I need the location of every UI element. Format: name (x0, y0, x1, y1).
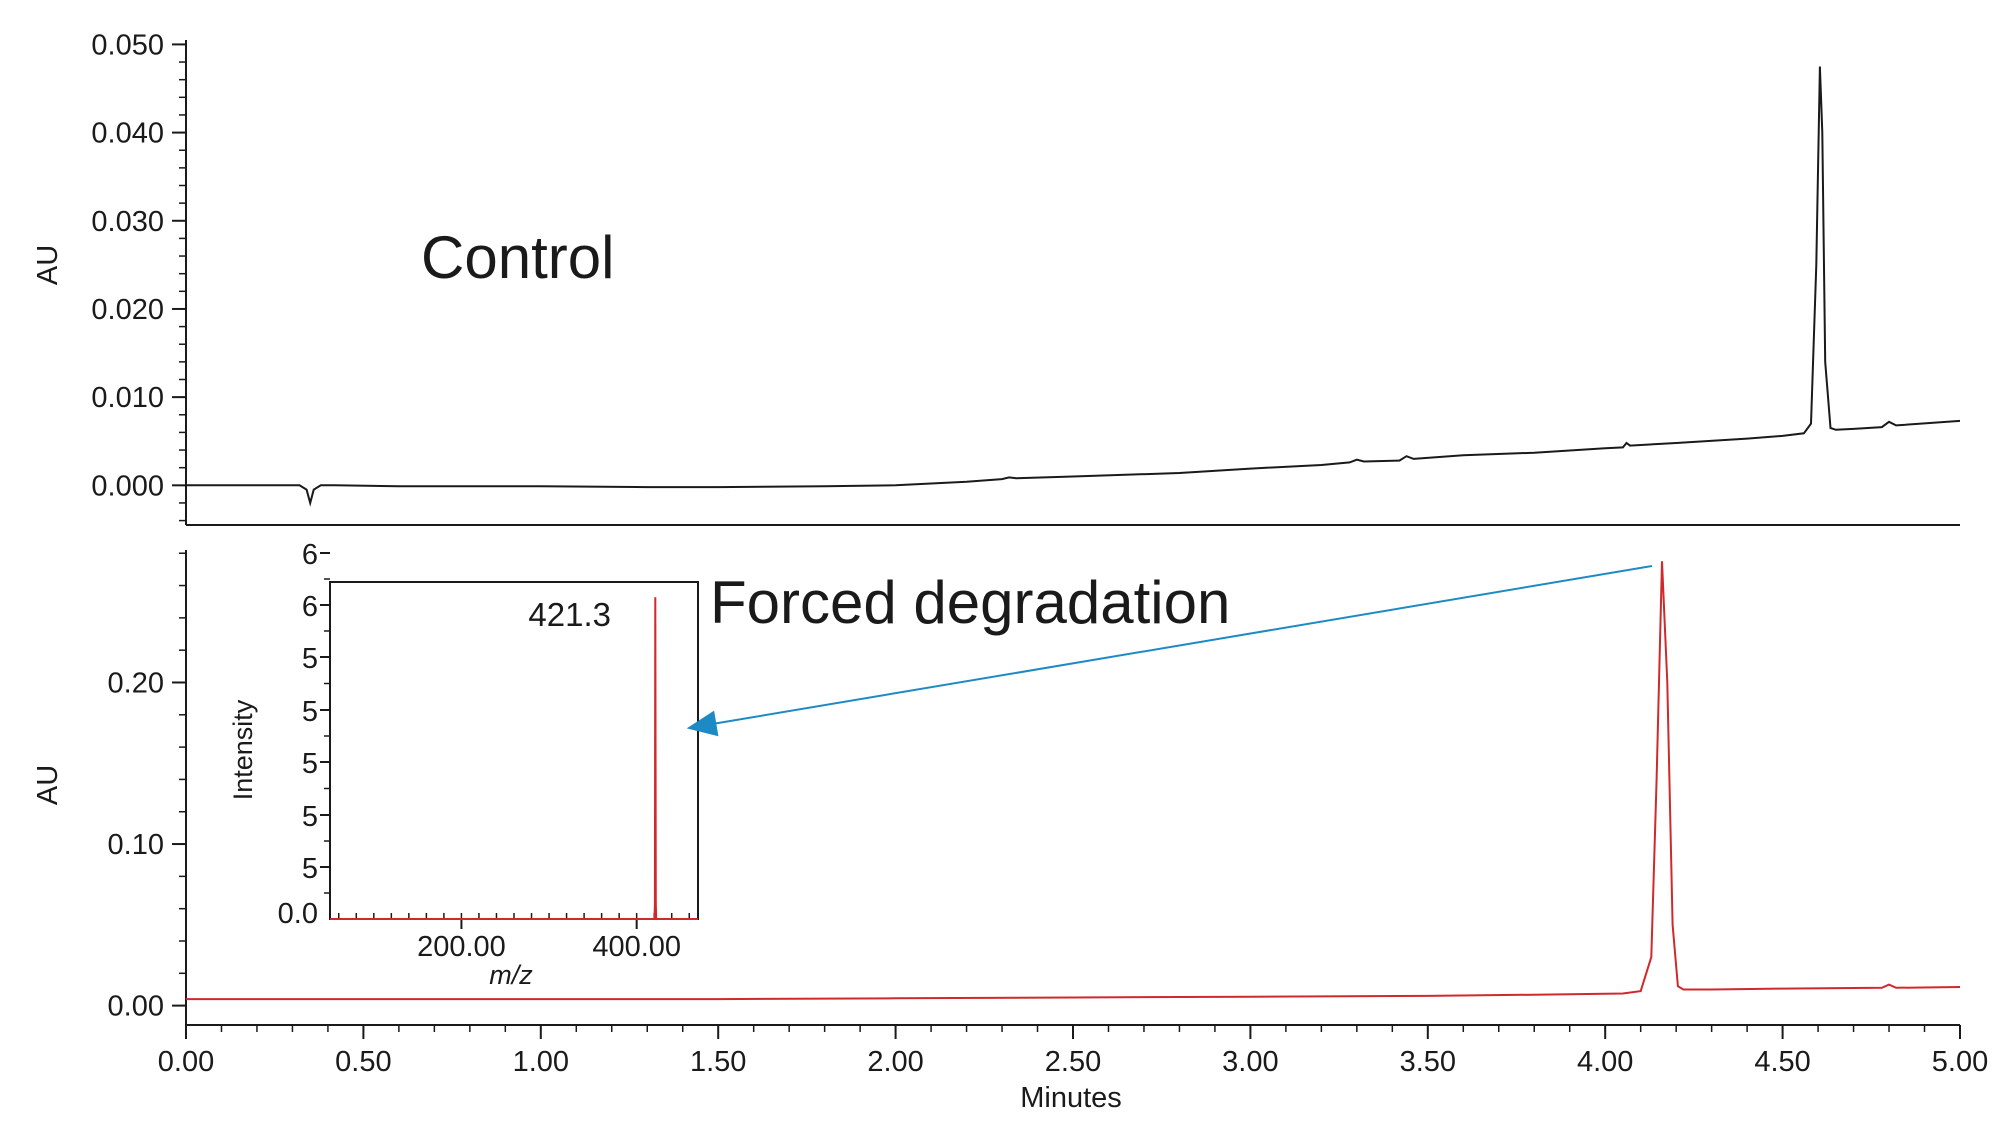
x-tick-label: 1.00 (513, 1046, 569, 1078)
arrow-head (686, 710, 719, 737)
degradation-y-minor-ticks (179, 552, 186, 1007)
degradation-trace-line (186, 561, 1961, 1001)
inset-y-tick-label: 5 (302, 801, 318, 833)
y-tick-label: 0.20 (108, 667, 164, 699)
control-panel: 0.000 0.010 0.020 0.030 0.040 0.050 AU Contro… (32, 29, 1961, 526)
mass-spectrum-inset: 0.0 5 5 5 5 5 6 6 200.00 400.00 Intensity m/z 42… (228, 539, 699, 990)
y-tick-label: 0.10 (108, 829, 164, 861)
x-tick-label: 0.50 (335, 1046, 391, 1078)
x-tick-label: 1.50 (690, 1046, 746, 1078)
y-tick-label: 0.000 (91, 470, 164, 502)
degradation-panel: 0.00 0.10 0.20 0.00 0.50 1.00 1.50 2.00 2.50 3.0… (32, 550, 1988, 1114)
y-tick-label: 0.010 (91, 382, 164, 414)
inset-y-tick-label: 6 (302, 539, 318, 571)
inset-y-tick-label: 0.0 (278, 898, 318, 930)
x-tick-label: 5.00 (1932, 1046, 1988, 1078)
inset-y-tick-label: 5 (302, 643, 318, 675)
degradation-x-ticks: 0.00 0.50 1.00 1.50 2.00 2.50 3.00 3.50 4.00 4.50… (158, 1025, 1988, 1078)
x-tick-label: 2.00 (867, 1046, 923, 1078)
inset-x-tick-label: 400.00 (592, 931, 681, 963)
control-y-minor-ticks (179, 43, 186, 522)
control-panel-label: Control (421, 224, 614, 291)
inset-x-tick-label: 200.00 (417, 931, 506, 963)
degradation-y-ticks: 0.00 0.10 0.20 (108, 667, 186, 1023)
control-y-axis-title: AU (32, 245, 64, 285)
x-tick-label: 4.00 (1577, 1046, 1633, 1078)
inset-spectrum-line (330, 597, 698, 920)
x-tick-label: 0.00 (158, 1046, 214, 1078)
inset-y-ticks: 0.0 5 5 5 5 5 6 6 (278, 539, 330, 930)
annotation-arrow (686, 565, 1653, 737)
x-tick-label: 2.50 (1045, 1046, 1101, 1078)
x-axis-title: Minutes (1020, 1082, 1122, 1114)
y-tick-label: 0.030 (91, 206, 164, 238)
x-tick-label: 4.50 (1754, 1046, 1810, 1078)
y-tick-label: 0.00 (108, 991, 164, 1023)
x-tick-label: 3.00 (1222, 1046, 1278, 1078)
control-y-ticks: 0.000 0.010 0.020 0.030 0.040 0.050 (91, 29, 186, 502)
x-tick-label: 3.50 (1400, 1046, 1456, 1078)
y-tick-label: 0.050 (91, 29, 164, 61)
inset-x-axis-title: m/z (489, 960, 533, 990)
inset-y-tick-label: 5 (302, 696, 318, 728)
inset-frame (329, 581, 699, 920)
y-tick-label: 0.040 (91, 118, 164, 150)
inset-y-axis-title: Intensity (228, 699, 258, 800)
control-trace-line (186, 66, 1961, 507)
arrow-line (712, 565, 1653, 725)
inset-y-tick-label: 6 (302, 591, 318, 623)
inset-y-tick-label: 5 (302, 748, 318, 780)
y-tick-label: 0.020 (91, 294, 164, 326)
degradation-y-axis-title: AU (32, 765, 64, 805)
degradation-panel-label: Forced degradation (710, 569, 1230, 636)
inset-y-tick-label: 5 (302, 853, 318, 885)
inset-peak-label: 421.3 (528, 596, 611, 633)
inset-x-ticks: 200.00 400.00 (417, 919, 681, 963)
